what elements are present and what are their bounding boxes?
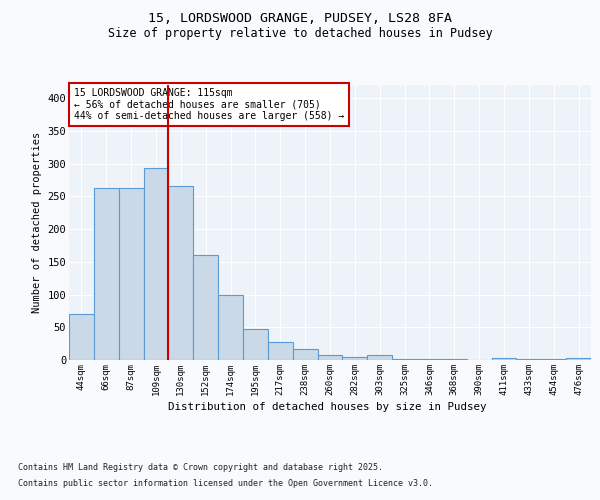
Bar <box>94 188 119 360</box>
Text: 15, LORDSWOOD GRANGE, PUDSEY, LS28 8FA: 15, LORDSWOOD GRANGE, PUDSEY, LS28 8FA <box>148 12 452 26</box>
Bar <box>417 358 442 360</box>
Bar <box>69 314 94 360</box>
Bar <box>218 295 243 360</box>
Text: Size of property relative to detached houses in Pudsey: Size of property relative to detached ho… <box>107 28 493 40</box>
Bar <box>169 186 193 360</box>
Bar <box>491 358 517 360</box>
Bar <box>343 356 367 360</box>
Text: Contains public sector information licensed under the Open Government Licence v3: Contains public sector information licen… <box>18 478 433 488</box>
Bar <box>317 355 343 360</box>
Bar <box>367 356 392 360</box>
Bar <box>517 358 541 360</box>
Bar <box>293 349 317 360</box>
Text: Contains HM Land Registry data © Crown copyright and database right 2025.: Contains HM Land Registry data © Crown c… <box>18 464 383 472</box>
Bar <box>243 328 268 360</box>
Bar <box>442 358 467 360</box>
Bar <box>119 188 143 360</box>
Text: Distribution of detached houses by size in Pudsey: Distribution of detached houses by size … <box>168 402 486 412</box>
Text: 15 LORDSWOOD GRANGE: 115sqm
← 56% of detached houses are smaller (705)
44% of se: 15 LORDSWOOD GRANGE: 115sqm ← 56% of det… <box>74 88 344 121</box>
Bar <box>541 358 566 360</box>
Bar <box>392 358 417 360</box>
Y-axis label: Number of detached properties: Number of detached properties <box>32 132 42 313</box>
Bar <box>143 168 169 360</box>
Bar <box>566 358 591 360</box>
Bar <box>193 255 218 360</box>
Bar <box>268 342 293 360</box>
